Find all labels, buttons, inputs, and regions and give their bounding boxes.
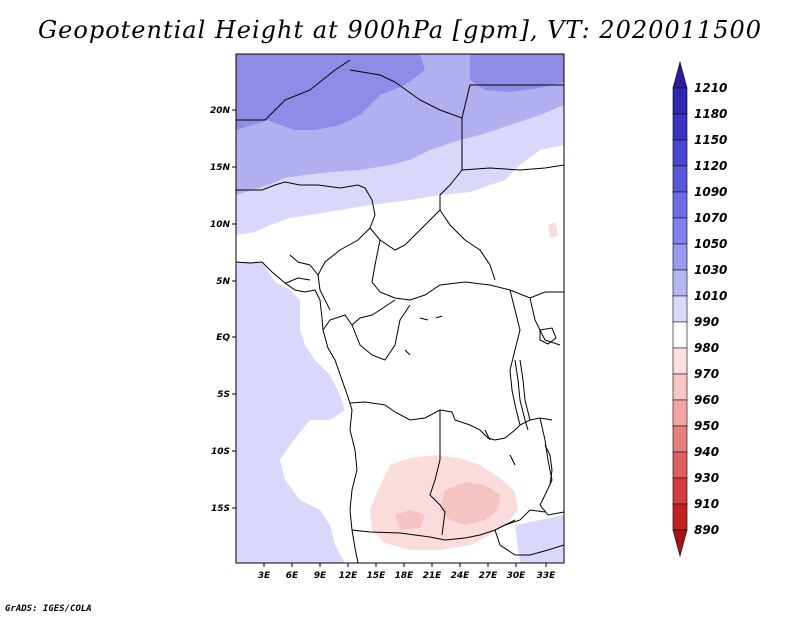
- lon-tick-label: 27E: [479, 571, 499, 581]
- field-1010-southeast: [515, 515, 564, 563]
- border-cameroon: [285, 254, 319, 284]
- coastline: [236, 261, 359, 563]
- lon-tick-label: 9E: [314, 571, 327, 581]
- colorbar-label: 1030: [694, 263, 727, 277]
- lake-victoria: [539, 327, 557, 345]
- colorbar: 1210 1180 1150 1120 1090 1070 1050 1030 1010 990 9…: [672, 60, 727, 558]
- colorbar-swatch: [672, 451, 688, 479]
- lon-tick-label: 12E: [339, 571, 359, 581]
- lon-tick-label: 18E: [395, 571, 415, 581]
- border-namibia: [351, 519, 516, 541]
- colorbar-label: 1070: [694, 211, 727, 225]
- field-1010-ocean: [236, 262, 345, 563]
- colorbar-swatch: [672, 113, 688, 141]
- colorbar-label: 1090: [694, 185, 727, 199]
- colorbar-label: 1150: [694, 133, 727, 147]
- border-car: [317, 227, 564, 311]
- colorbar-label: 960: [694, 393, 719, 407]
- colorbar-swatch: [672, 295, 688, 323]
- lat-tick-label: EQ: [216, 333, 230, 343]
- field-980: [440, 482, 500, 525]
- map-frame: [235, 53, 565, 564]
- lat-tick-label: 10S: [211, 447, 230, 457]
- colorbar-swatch: [672, 425, 688, 453]
- lon-tick-label: 24E: [451, 571, 471, 581]
- colorbar-swatch: [672, 529, 688, 558]
- colorbar-label: 1180: [694, 107, 727, 121]
- colorbar-label: 1010: [694, 289, 727, 303]
- field-990-small: [548, 222, 558, 238]
- colorbar-swatch: [672, 191, 688, 219]
- lat-tick-label: 5S: [217, 390, 230, 400]
- border-chad: [439, 118, 496, 281]
- colorbar-swatch: [672, 60, 688, 89]
- lat-tick-label: 5N: [216, 277, 230, 287]
- colorbar-label: 970: [694, 367, 719, 381]
- map-title: Geopotential Height at 900hPa [gpm], VT:…: [38, 16, 762, 44]
- inland-lakes: [404, 315, 516, 466]
- field-1050-east: [470, 54, 564, 92]
- colorbar-swatch: [672, 347, 688, 375]
- border-angola-zambia: [429, 410, 446, 536]
- colorbar-swatch: [672, 165, 688, 193]
- grads-credit: GrADS: IGES/COLA: [5, 604, 92, 614]
- colorbar-swatch: [672, 269, 688, 297]
- colorbar-swatch: [672, 399, 688, 427]
- lat-tick-label: 20N: [210, 106, 231, 116]
- border-nile: [461, 164, 564, 171]
- lon-tick-label: 30E: [507, 571, 527, 581]
- lon-tick-label: 33E: [537, 571, 557, 581]
- colorbar-label: 990: [694, 315, 719, 329]
- colorbar-swatch: [672, 139, 688, 167]
- colorbar-label: 940: [694, 445, 719, 459]
- lake-malawi: [544, 444, 553, 486]
- colorbar-swatch: [672, 321, 688, 349]
- lat-tick-label: 15S: [211, 504, 230, 514]
- border-southeast: [494, 509, 564, 556]
- field-1050: [236, 54, 425, 130]
- colorbar-label: 890: [694, 523, 719, 537]
- field-980-west: [395, 510, 425, 530]
- lat-tick-label: 15N: [210, 163, 231, 173]
- lake-tanganyika: [514, 359, 531, 431]
- geopotential-field: [236, 54, 564, 563]
- colorbar-label: 1050: [694, 237, 727, 251]
- colorbar-label: 1210: [694, 81, 727, 95]
- border-nigeria-north: [236, 181, 366, 191]
- colorbar-label: 980: [694, 341, 719, 355]
- lat-tick-label: 10N: [210, 220, 231, 230]
- border-congo: [322, 299, 411, 361]
- lon-tick-label: 3E: [258, 571, 271, 581]
- colorbar-swatch: [672, 87, 688, 115]
- country-borders: [236, 59, 564, 563]
- colorbar-swatch: [672, 243, 688, 271]
- lon-tick-label: 21E: [423, 571, 443, 581]
- colorbar-label: 910: [694, 497, 719, 511]
- lon-tick-label: 15E: [367, 571, 387, 581]
- lon-axis: 3E 6E 9E 12E 15E 18E 21E 24E 27E 30E 33E: [258, 563, 556, 581]
- colorbar-label: 950: [694, 419, 719, 433]
- lon-tick-label: 6E: [286, 571, 299, 581]
- colorbar-swatch: [672, 373, 688, 401]
- colorbar-label: 930: [694, 471, 719, 485]
- colorbar-swatch: [672, 477, 688, 505]
- colorbar-swatch: [672, 217, 688, 245]
- border-sahel: [236, 59, 564, 121]
- colorbar-swatch: [672, 503, 688, 531]
- lat-axis: 20N 15N 10N 5N EQ 5S 10S 15S: [210, 106, 236, 514]
- colorbar-label: 1120: [694, 159, 727, 173]
